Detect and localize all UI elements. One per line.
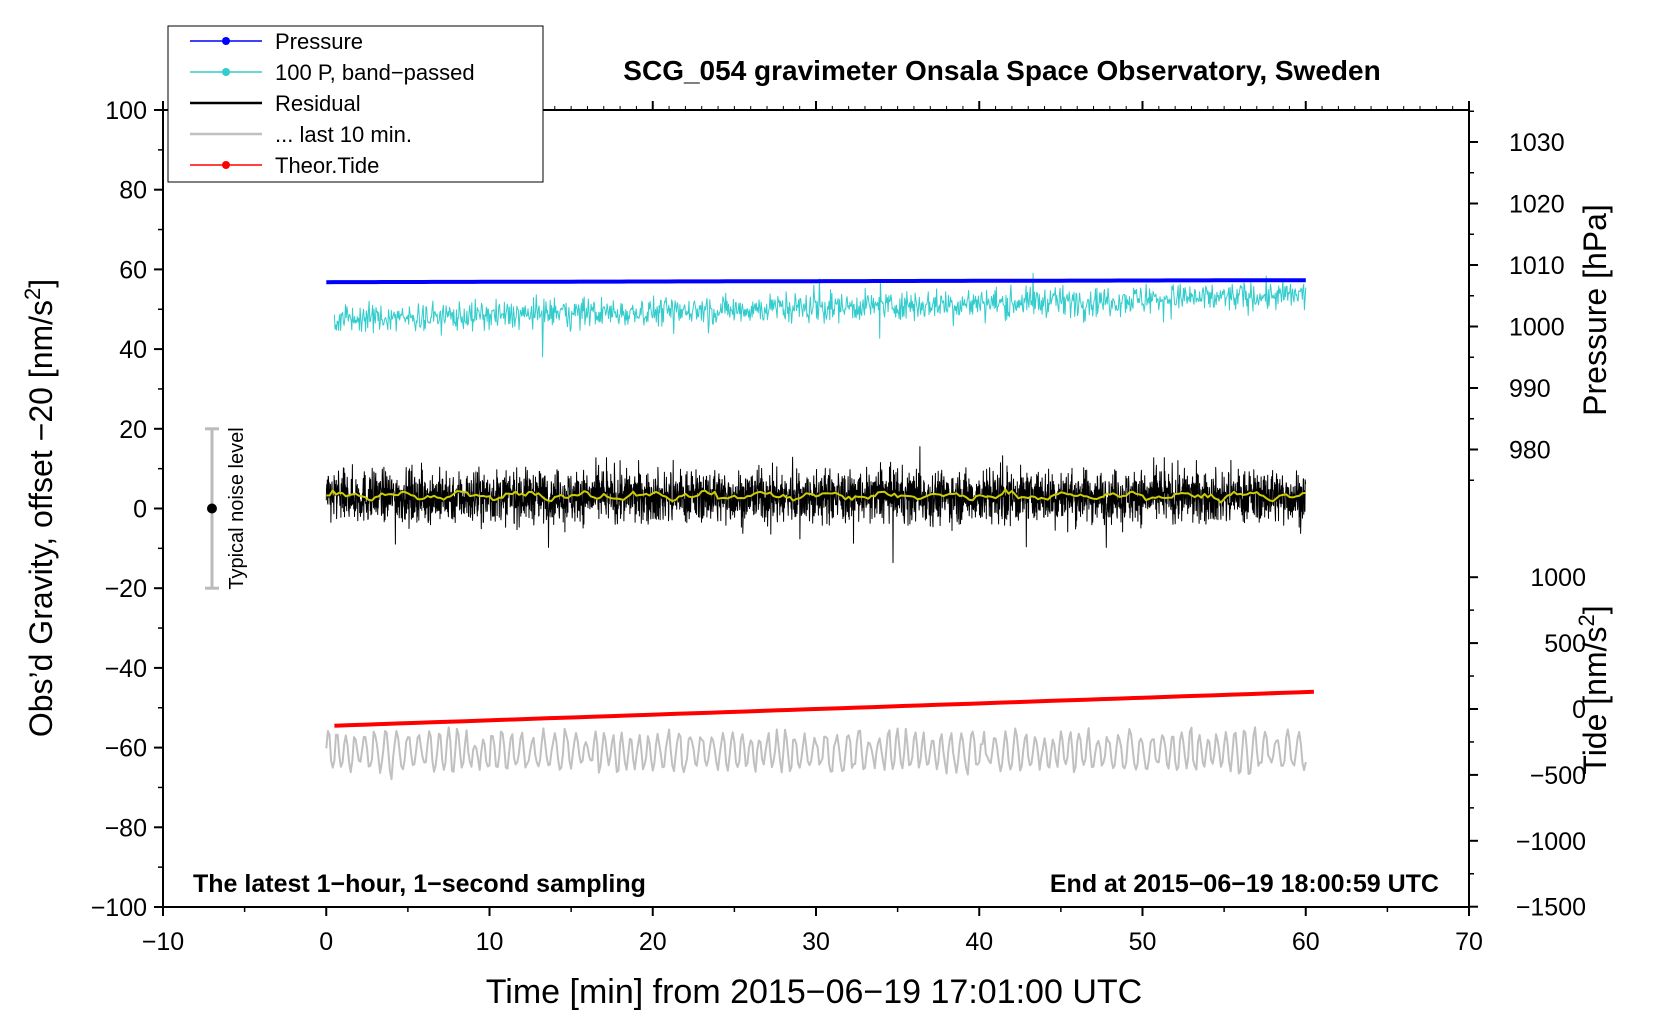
left-axis-label: Obs’d Gravity, offset −20 [nm/s2] (20, 279, 60, 737)
x-tick-label: 60 (1292, 928, 1320, 956)
legend-label: Theor.Tide (275, 153, 379, 178)
pressure-axis-label: Pressure [hPa] (1577, 204, 1613, 416)
pressure-line (326, 278, 1306, 285)
x-axis-ticks: −10 0 10 20 30 40 50 60 70 (142, 101, 1483, 956)
pressure-tick-label: 1030 (1509, 129, 1565, 157)
legend-marker (222, 161, 230, 169)
pressure-tick-label: 980 (1509, 437, 1551, 465)
tide-tick-label: −500 (1530, 762, 1586, 790)
y-tick-label: 80 (119, 177, 147, 205)
legend-label: ... last 10 min. (275, 122, 412, 147)
x-tick-label: 20 (639, 928, 667, 956)
pressure-tick-label: 990 (1509, 375, 1551, 403)
legend-label: Residual (275, 91, 361, 116)
x-tick-label: 70 (1455, 928, 1483, 956)
y-tick-label: −80 (105, 814, 147, 842)
tide-tick-label: 0 (1572, 696, 1586, 724)
chart-title: SCG_054 gravimeter Onsala Space Observat… (623, 55, 1380, 86)
tide-tick-label: 500 (1544, 630, 1586, 658)
x-tick-label: 30 (802, 928, 830, 956)
tide-tick-label: −1500 (1516, 894, 1586, 922)
legend: Pressure 100 P, band−passed Residual ... la… (167, 25, 544, 183)
last-10-min-line (325, 726, 1307, 781)
legend-marker (222, 37, 230, 45)
left-axis-ticks: −100 −80 −60 −40 −20 0 20 40 60 80 100 (91, 97, 163, 922)
x-tick-label: 40 (965, 928, 993, 956)
x-tick-label: 0 (319, 928, 333, 956)
y-tick-label: −20 (105, 575, 147, 603)
noise-level-indicator: Typical noise level (204, 427, 248, 590)
pressure-tick-label: 1000 (1509, 314, 1565, 342)
y-tick-label: 20 (119, 416, 147, 444)
legend-label: Pressure (275, 29, 363, 54)
y-tick-label: −40 (105, 655, 147, 683)
legend-label: 100 P, band−passed (275, 60, 475, 85)
end-time-note: End at 2015−06−19 18:00:59 UTC (1050, 870, 1439, 898)
noise-center-dot (206, 503, 217, 514)
theoretical-tide-line (334, 689, 1314, 728)
x-tick-label: −10 (142, 928, 184, 956)
pressure-tick-label: 1020 (1509, 191, 1565, 219)
sampling-note: The latest 1−hour, 1−second sampling (193, 870, 646, 898)
y-tick-label: −60 (105, 735, 147, 763)
x-tick-label: 50 (1129, 928, 1157, 956)
noise-label: Typical noise level (226, 427, 248, 589)
y-tick-label: 100 (105, 97, 147, 125)
tide-tick-label: 1000 (1530, 564, 1586, 592)
tide-axis-label: Tide [nm/s2] (1574, 605, 1614, 774)
residual-smoothed-line (326, 488, 1306, 504)
series-layer (325, 272, 1314, 781)
x-tick-label: 10 (476, 928, 504, 956)
x-axis-label: Time [min] from 2015−06−19 17:01:00 UTC (486, 973, 1142, 1011)
plot-frame (162, 109, 1470, 908)
pressure-axis-ticks: 980 990 1000 1010 1020 1030 (1469, 110, 1565, 481)
y-tick-label: 60 (119, 256, 147, 284)
legend-marker (222, 68, 230, 76)
tide-axis-ticks: −1500 −1000 −500 0 500 1000 (1469, 564, 1586, 922)
residual-line (325, 446, 1307, 564)
y-tick-label: 40 (119, 336, 147, 364)
y-tick-label: 0 (133, 496, 147, 524)
y-tick-label: −100 (91, 894, 147, 922)
pressure-bandpassed-line (333, 272, 1307, 358)
tide-tick-label: −1000 (1516, 828, 1586, 856)
pressure-tick-label: 1010 (1509, 252, 1565, 280)
